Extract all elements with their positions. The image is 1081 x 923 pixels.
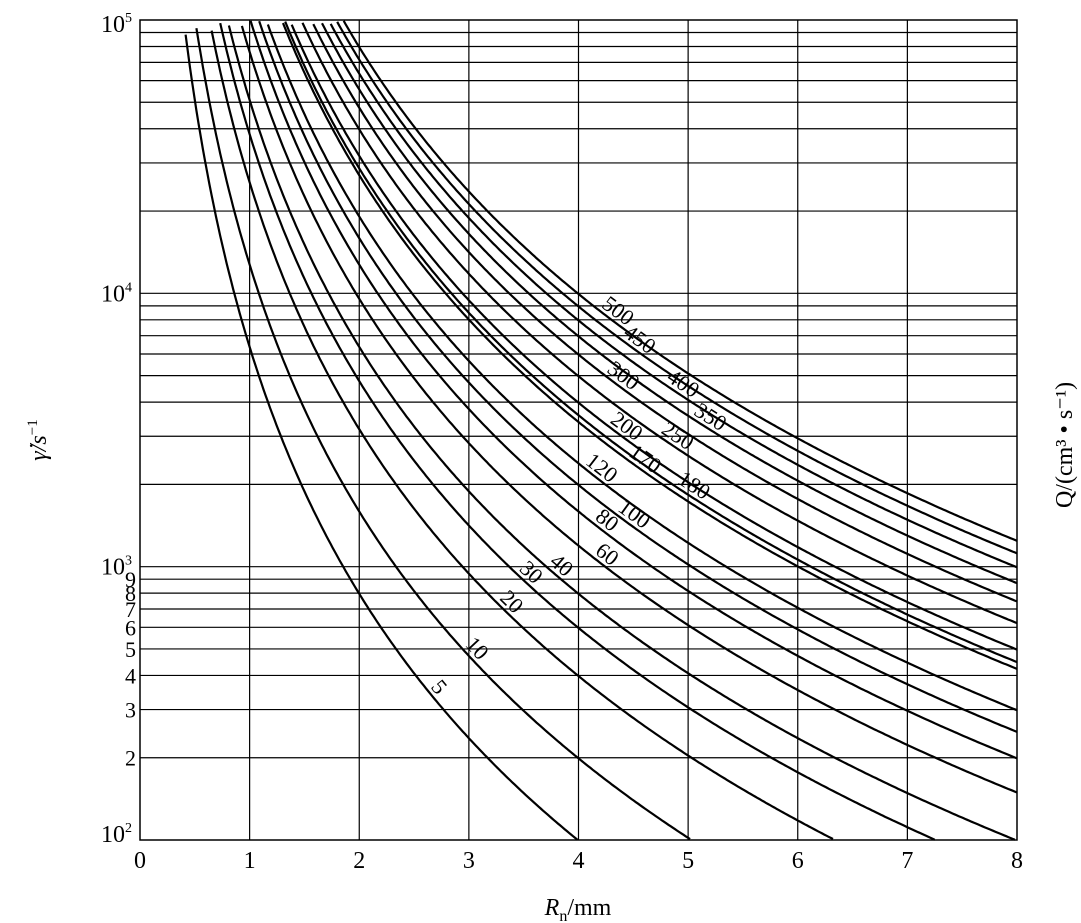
- series-curve-500: [342, 20, 1018, 542]
- y-axis-label-exp: −1: [25, 419, 41, 435]
- series-label-10: 10: [461, 631, 494, 664]
- tick-exponent: 3: [125, 554, 132, 569]
- series-curve-10: [195, 28, 691, 841]
- series-curve-400: [329, 23, 1018, 569]
- grid-lines: [140, 20, 1017, 840]
- x-tick-label: 6: [792, 848, 804, 874]
- series-label-350: 350: [690, 397, 731, 436]
- y-major-tick-label: 104: [101, 280, 132, 307]
- series-label-120: 120: [581, 447, 622, 487]
- y-minor-tick-label: 2: [125, 746, 136, 771]
- y-minor-tick-label: 7: [125, 597, 136, 622]
- series-curve-300: [312, 23, 1018, 603]
- right-axis-label: Q/(cm³ • s⁻¹): [1052, 382, 1078, 508]
- y-minor-tick-label: 6: [125, 615, 136, 640]
- series-curves: [184, 20, 1018, 841]
- series-curve-80: [249, 20, 1018, 760]
- y-major-tick-label: 103: [101, 554, 132, 581]
- series-label-400: 400: [663, 364, 704, 403]
- series-label-100: 100: [614, 494, 655, 534]
- x-tick-label: 0: [134, 848, 146, 874]
- y-major-tick-label: 105: [101, 11, 132, 38]
- x-tick-label: 8: [1011, 848, 1023, 874]
- x-axis-label-unit: /mm: [567, 895, 611, 921]
- series-curve-350: [321, 22, 1018, 585]
- series-curve-200: [290, 24, 1018, 651]
- series-label-170: 170: [625, 439, 666, 478]
- y-minor-tick-label: 8: [125, 581, 136, 606]
- series-curve-170: [281, 22, 1018, 670]
- x-axis-label-subscript: n: [559, 908, 567, 923]
- x-tick-label: 3: [463, 848, 475, 874]
- x-tick-label: 5: [682, 848, 694, 874]
- tick-base: 10: [101, 822, 125, 848]
- series-curve-120: [266, 24, 1018, 712]
- tick-base: 10: [101, 555, 125, 581]
- tick-exponent: 2: [125, 821, 132, 836]
- x-tick-label: 4: [573, 848, 585, 874]
- series-label-250: 250: [657, 416, 698, 455]
- plot-frame: [139, 19, 1018, 841]
- y-axis-label-symbol: γ̇/s: [26, 435, 52, 460]
- series-curve-30: [219, 22, 936, 841]
- series-curve-450: [336, 21, 1018, 555]
- x-tick-label: 7: [901, 848, 913, 874]
- y-minor-tick-label: 4: [125, 663, 136, 688]
- series-curve-40: [227, 25, 1016, 841]
- series-label-20: 20: [495, 585, 528, 618]
- y-major-tick-label: 102: [101, 821, 132, 848]
- series-label-30: 30: [515, 555, 548, 588]
- y-minor-tick-label: 3: [125, 698, 136, 723]
- tick-exponent: 5: [125, 11, 132, 26]
- tick-base: 10: [101, 12, 125, 38]
- series-curve-100: [258, 20, 1018, 733]
- x-axis-label: Rn/mm: [544, 895, 612, 923]
- y-minor-tick-label: 9: [125, 567, 136, 592]
- x-tick-labels: 0 1 2 3 4 5 6 7 8: [134, 848, 1023, 874]
- series-curve-250: [301, 22, 1018, 625]
- tick-exponent: 4: [125, 280, 132, 295]
- series-curve-5: [184, 34, 579, 841]
- series-label-40: 40: [545, 548, 578, 581]
- tick-base: 10: [101, 281, 125, 307]
- series-curve-20: [210, 30, 834, 840]
- y-axis-label: γ̇/s−1: [25, 419, 52, 460]
- series-label-180: 180: [674, 466, 715, 505]
- x-tick-label: 1: [244, 848, 256, 874]
- series-curve-180: [284, 21, 1018, 664]
- y-minor-tick-label: 5: [125, 637, 136, 662]
- series-curve-60: [240, 25, 1018, 794]
- x-axis-label-symbol: R: [544, 895, 560, 921]
- x-tick-label: 2: [353, 848, 365, 874]
